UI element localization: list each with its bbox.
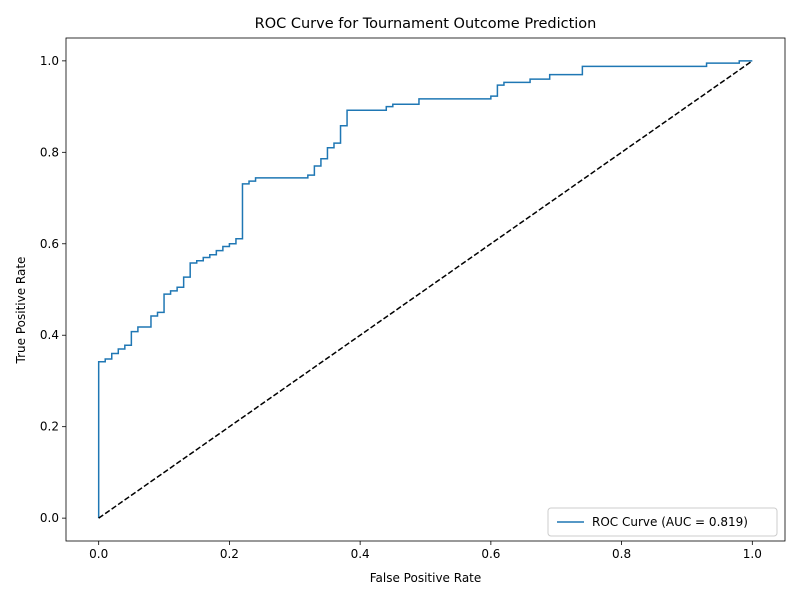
x-axis-ticks: 0.0 0.2 0.4 0.6 0.8 1.0 — [89, 541, 762, 561]
legend-label-roc: ROC Curve (AUC = 0.819) — [592, 515, 748, 529]
x-tick-label: 1.0 — [743, 547, 762, 561]
legend-box — [547, 507, 778, 537]
x-tick-label: 0.0 — [89, 547, 108, 561]
y-tick-label: 0.6 — [40, 237, 59, 251]
legend: ROC Curve (AUC = 0.819) — [547, 507, 778, 537]
random-baseline-line — [98, 60, 753, 519]
roc-curve-line — [97, 60, 753, 519]
x-axis-label: False Positive Rate — [370, 571, 482, 585]
y-tick-label: 0.4 — [40, 328, 59, 342]
x-tick-label: 0.2 — [220, 547, 239, 561]
y-tick-label: 1.0 — [40, 54, 59, 68]
x-tick-label: 0.4 — [351, 547, 370, 561]
y-axis-label: True Positive Rate — [14, 257, 28, 365]
plot-area — [65, 37, 786, 542]
x-tick-label: 0.6 — [481, 547, 500, 561]
plot-frame — [65, 37, 786, 542]
x-tick-label: 0.8 — [612, 547, 631, 561]
y-tick-label: 0.0 — [40, 511, 59, 525]
y-axis-ticks: 0.0 0.2 0.4 0.6 0.8 1.0 — [40, 54, 66, 525]
chart-title: ROC Curve for Tournament Outcome Predict… — [255, 16, 597, 32]
y-tick-label: 0.8 — [40, 145, 59, 159]
y-tick-label: 0.2 — [40, 420, 59, 434]
